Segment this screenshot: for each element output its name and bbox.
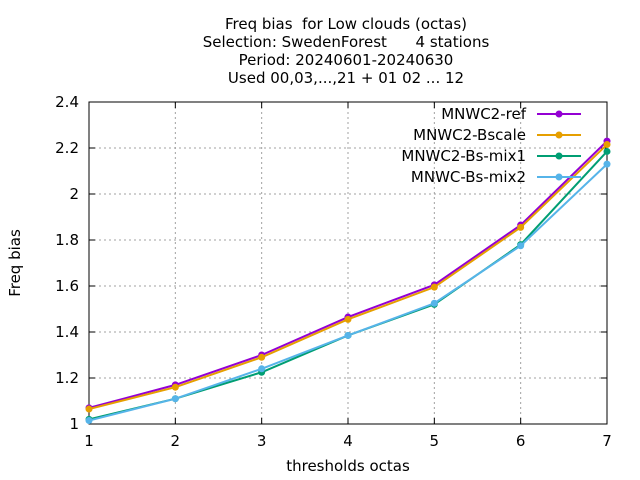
legend: MNWC2-ref MNWC2-Bscale MNWC2-Bs-mix1 MNWC-B… [401,105,581,186]
data-point [430,299,438,307]
x-tick-label: 2 [171,432,181,450]
legend-item: MNWC2-ref [441,105,581,123]
data-point [603,160,611,168]
legend-item: MNWC-Bs-mix2 [411,168,581,186]
series-3 [85,147,611,423]
y-tick-label: 1.4 [55,323,79,341]
y-axis-label: Freq bias [6,229,24,297]
data-point [517,223,525,231]
x-tick-label: 3 [257,432,267,450]
legend-item: MNWC2-Bscale [413,126,581,144]
chart-title-line: Used 00,03,...,21 + 01 02 ... 12 [228,69,464,87]
y-tick-label: 1 [69,415,79,433]
legend-swatch-point [555,110,563,118]
y-tick-label: 2.4 [55,93,79,111]
legend-swatch-point [555,131,563,139]
x-axis-ticks: 1 2 3 4 5 6 7 [84,102,612,450]
data-point [171,383,179,391]
y-tick-label: 2.2 [55,139,79,157]
y-tick-label: 1.2 [55,369,79,387]
x-tick-label: 7 [602,432,612,450]
legend-swatch-point [555,173,563,181]
data-point [430,283,438,291]
data-point [258,353,266,361]
legend-swatch-point [555,152,563,160]
x-tick-label: 6 [516,432,526,450]
data-point [258,365,266,373]
series-line [88,143,608,411]
data-point [517,242,525,250]
chart-title: Freq bias for Low clouds (octas)Selectio… [203,15,490,87]
series-line [88,150,608,421]
x-tick-label: 1 [84,432,94,450]
data-point [171,395,179,403]
y-tick-label: 1.6 [55,277,79,295]
data-point [85,405,93,413]
data-point [603,147,611,155]
series-2 [85,141,611,413]
chart-title-line: Period: 20240601-20240630 [239,51,454,69]
legend-label: MNWC2-ref [441,105,526,123]
chart-title-line: Freq bias for Low clouds (octas) [225,15,467,33]
series [85,137,611,425]
series-4 [85,160,611,425]
legend-label: MNWC-Bs-mix2 [411,168,526,186]
legend-label: MNWC2-Bscale [413,126,526,144]
legend-label: MNWC2-Bs-mix1 [401,147,526,165]
y-tick-label: 2 [69,185,79,203]
data-point [344,331,352,339]
y-tick-label: 1.8 [55,231,79,249]
chart-title-line: Selection: SwedenForest 4 stations [203,33,490,51]
legend-item: MNWC2-Bs-mix1 [401,147,581,165]
grid [88,101,608,425]
x-tick-label: 4 [343,432,353,450]
data-point [85,417,93,425]
y-axis-ticks: 1 1.2 1.4 1.6 1.8 2 2.2 2.4 [55,93,607,433]
data-point [344,315,352,323]
x-tick-label: 5 [430,432,440,450]
x-axis-label: thresholds octas [286,457,410,475]
data-point [603,141,611,149]
